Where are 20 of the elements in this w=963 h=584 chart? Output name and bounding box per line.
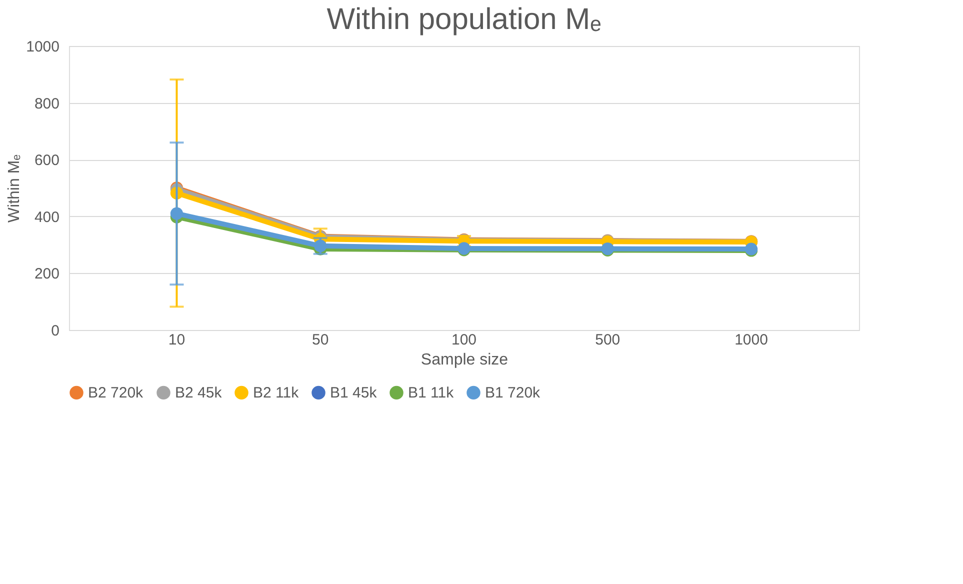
y-tick-label: 400 bbox=[34, 208, 60, 226]
x-tick-label: 100 bbox=[451, 332, 477, 348]
x-tick-label: 10 bbox=[168, 332, 186, 348]
y-tick-label: 0 bbox=[51, 322, 60, 340]
x-axis-title: Sample size bbox=[420, 352, 508, 368]
x-tick-label: 50 bbox=[312, 332, 329, 348]
legend-label: B1 720k bbox=[485, 384, 541, 402]
chart-title: Within population Mₑ bbox=[326, 3, 602, 36]
y-tick-label: 200 bbox=[34, 266, 60, 283]
legend-label: B1 45k bbox=[330, 384, 378, 402]
x-tick-label: 1000 bbox=[734, 332, 768, 348]
legend-label: B2 720k bbox=[88, 384, 144, 402]
y-tick-label: 800 bbox=[34, 95, 60, 112]
y-tick-label: 1000 bbox=[26, 38, 60, 56]
legend-label: B1 11k bbox=[408, 384, 454, 402]
y-axis-title: Within Mₑ bbox=[6, 154, 24, 223]
y-tick-label: 600 bbox=[34, 152, 60, 170]
x-tick-label: 500 bbox=[595, 332, 620, 348]
legend-label: B2 11k bbox=[253, 384, 300, 402]
legend-label: B2 45k bbox=[175, 384, 222, 402]
